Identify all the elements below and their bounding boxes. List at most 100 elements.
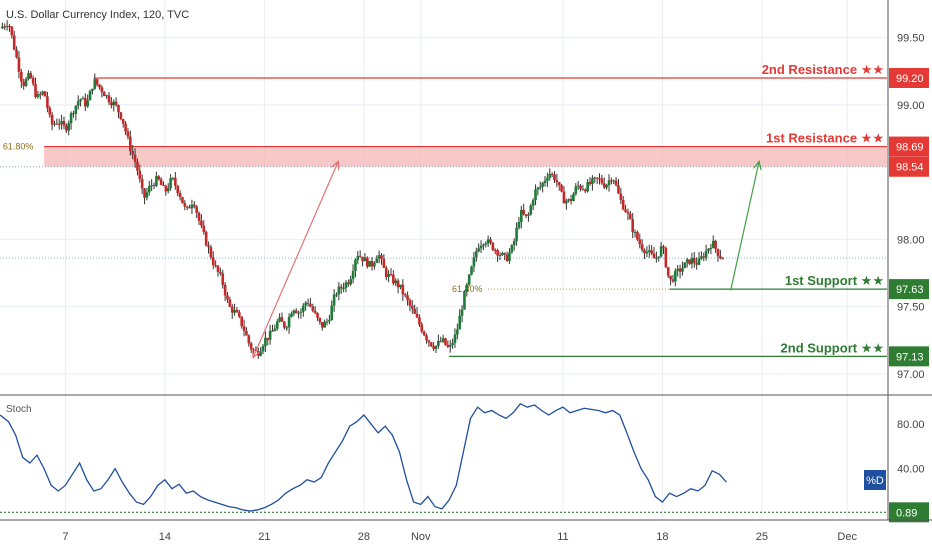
price-badge-label: 99.20 bbox=[896, 73, 924, 85]
candle-body bbox=[98, 84, 101, 88]
candle-body bbox=[700, 256, 703, 259]
candle-body bbox=[223, 284, 227, 296]
candle-body bbox=[652, 253, 656, 259]
time-tick-label: Dec bbox=[837, 531, 857, 543]
candle-body bbox=[278, 317, 281, 322]
stoch-value-badge-label: 0.89 bbox=[896, 507, 917, 519]
candle-body bbox=[365, 257, 369, 267]
candle-body bbox=[124, 123, 127, 132]
candle-body bbox=[674, 270, 677, 282]
candle-body bbox=[510, 245, 514, 253]
candle-body bbox=[626, 211, 630, 214]
candle-body bbox=[88, 90, 92, 101]
projection-arrow-line bbox=[252, 161, 339, 358]
candle-body bbox=[491, 242, 495, 251]
candle-body bbox=[664, 247, 668, 268]
candle-body bbox=[403, 294, 407, 296]
price-badge bbox=[889, 346, 929, 367]
candle-body bbox=[536, 187, 540, 190]
candle-body bbox=[489, 239, 492, 243]
candle-body bbox=[434, 345, 438, 349]
candle-body bbox=[27, 73, 30, 79]
candle-body bbox=[181, 197, 184, 204]
candle-body bbox=[643, 250, 646, 254]
stoch-tick-label: 80.00 bbox=[897, 419, 925, 431]
candle-body bbox=[41, 91, 44, 95]
candle-body bbox=[605, 185, 608, 188]
candle-body bbox=[614, 180, 618, 186]
candle-body bbox=[112, 101, 116, 106]
price-badge bbox=[889, 279, 929, 300]
candle-body bbox=[129, 136, 132, 152]
candle-body bbox=[588, 181, 592, 185]
time-tick-label: 25 bbox=[756, 531, 768, 543]
candle-body bbox=[185, 206, 189, 208]
candle-body bbox=[188, 207, 191, 209]
candle-body bbox=[498, 254, 502, 256]
projection-arrow-tail bbox=[252, 348, 261, 359]
candle-body bbox=[332, 294, 336, 306]
candle-body bbox=[164, 185, 168, 192]
candle-body bbox=[576, 185, 580, 187]
level-name-label: 2nd Support ★★ bbox=[781, 340, 884, 355]
candle-body bbox=[659, 246, 663, 257]
projection-arrows bbox=[252, 160, 762, 359]
candle-body bbox=[95, 79, 99, 85]
candle-body bbox=[249, 343, 253, 350]
candle-body bbox=[631, 219, 634, 233]
candle-body bbox=[159, 179, 163, 185]
candle-body bbox=[320, 322, 324, 328]
candle-body bbox=[671, 279, 675, 282]
candle-body bbox=[572, 194, 575, 201]
candle-body bbox=[719, 256, 722, 259]
candle-body bbox=[415, 313, 419, 318]
candle-body bbox=[325, 321, 329, 323]
candle-body bbox=[716, 248, 720, 257]
candle-body bbox=[444, 338, 447, 345]
candle-body bbox=[678, 268, 682, 272]
candle-body bbox=[586, 181, 589, 192]
candle-body bbox=[633, 232, 637, 234]
candle-body bbox=[486, 239, 490, 244]
stochastic-panel: Stoch %D 0.89 bbox=[0, 394, 932, 523]
candle-body bbox=[219, 271, 222, 274]
candle-body bbox=[408, 300, 412, 306]
candle-body bbox=[399, 284, 402, 288]
candle-body bbox=[50, 114, 54, 125]
candle-body bbox=[354, 259, 357, 271]
candle-body bbox=[567, 199, 571, 201]
candle-body bbox=[451, 343, 454, 345]
candle-body bbox=[368, 260, 371, 267]
candle-body bbox=[456, 329, 459, 335]
candle-body bbox=[330, 305, 334, 321]
candle-body bbox=[311, 306, 315, 311]
candle-body bbox=[688, 259, 691, 264]
resistance-zone-fill bbox=[44, 146, 888, 167]
candle-body bbox=[316, 312, 319, 318]
candle-body bbox=[707, 248, 710, 251]
candle-body bbox=[178, 193, 182, 198]
candle-body bbox=[555, 180, 559, 183]
candle-body bbox=[342, 288, 345, 290]
candle-body bbox=[15, 49, 18, 58]
candle-body bbox=[505, 254, 509, 262]
candle-body bbox=[100, 87, 104, 93]
candle-body bbox=[91, 88, 94, 91]
candle-body bbox=[344, 282, 348, 289]
candle-body bbox=[169, 178, 172, 189]
candle-body bbox=[214, 265, 217, 267]
candle-body bbox=[666, 267, 670, 276]
candle-body bbox=[477, 248, 480, 252]
candle-body bbox=[207, 245, 210, 248]
candle-body bbox=[190, 204, 194, 209]
candle-body bbox=[245, 330, 248, 336]
candle-body bbox=[29, 73, 33, 78]
candle-body bbox=[384, 267, 388, 277]
candle-body bbox=[685, 259, 689, 263]
candle-body bbox=[496, 250, 499, 256]
time-tick-label: 11 bbox=[557, 531, 568, 543]
candle-body bbox=[72, 113, 75, 115]
candle-body bbox=[479, 245, 483, 249]
candle-body bbox=[24, 78, 28, 86]
